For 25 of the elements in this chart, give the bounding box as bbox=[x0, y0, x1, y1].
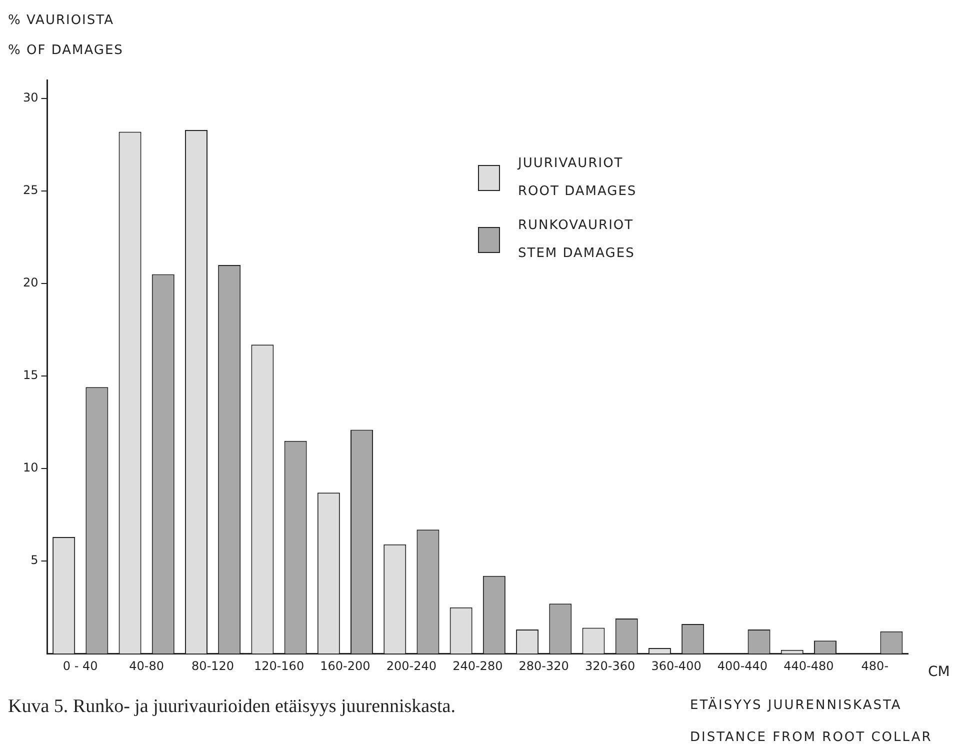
y-tick-label: 25 bbox=[22, 183, 38, 198]
x-tick-label: 240-280 bbox=[452, 658, 503, 673]
x-tick-label: 120-160 bbox=[254, 658, 304, 673]
y-tick-label: 20 bbox=[22, 276, 38, 290]
legend-label: JUURIVAURIOT ROOT DAMAGES bbox=[518, 155, 637, 201]
x-tick-label: 320-360 bbox=[584, 658, 636, 673]
x-tick-label: 200-240 bbox=[386, 658, 436, 673]
x-tick-label: 160-200 bbox=[320, 658, 370, 673]
x-tick-label: 360-400 bbox=[651, 658, 702, 673]
y-tick-label: 30 bbox=[22, 90, 38, 105]
text: CM bbox=[928, 664, 950, 680]
text: ETÄISYYS JUURENNISKASTA DISTANCE FROM ROOT COLLAR bbox=[690, 698, 932, 744]
y-axis-title: % VAURIOISTA % OF DAMAGES bbox=[8, 12, 124, 60]
x-tick-label: 480- bbox=[861, 658, 889, 673]
y-tick-label: 5 bbox=[30, 553, 38, 568]
x-tick-label: 440-480 bbox=[784, 658, 834, 673]
y-tick-label: 15 bbox=[22, 368, 38, 382]
x-tick-label: 80-120 bbox=[192, 658, 234, 673]
x-tick-label: 0 - 40 bbox=[62, 658, 98, 673]
x-tick-label: 280-320 bbox=[518, 658, 569, 673]
x-tick-label: 40-80 bbox=[129, 658, 164, 673]
y-tick-label: 10 bbox=[22, 460, 38, 475]
x-tick-label: 400-440 bbox=[717, 658, 768, 673]
legend-label: RUNKOVAURIOT STEM DAMAGES bbox=[518, 217, 635, 263]
text: Kuva 5. Runko- ja juurivaurioiden etäisyys juurenniskasta. bbox=[8, 696, 456, 718]
